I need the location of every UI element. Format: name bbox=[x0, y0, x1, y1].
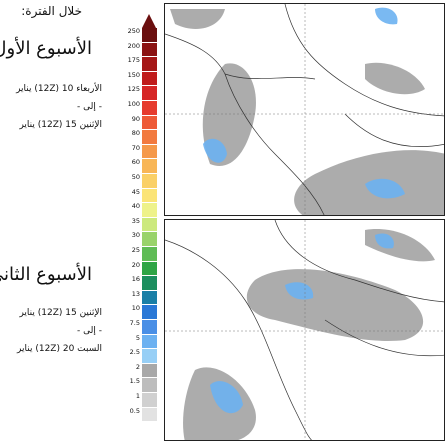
legend-tick-label: 125 bbox=[127, 85, 140, 94]
legend-tick-label: 25 bbox=[131, 246, 140, 254]
period-heading: خلال الفترة: bbox=[21, 4, 82, 18]
legend-tick-label: 80 bbox=[131, 129, 140, 138]
legend-color-bin bbox=[142, 115, 157, 130]
legend-tick-label: 60 bbox=[131, 158, 140, 167]
legend-tick-label: 16 bbox=[131, 275, 140, 284]
legend-color-bin bbox=[142, 217, 157, 232]
legend-tick-label: 50 bbox=[131, 173, 140, 181]
legend-tick-label: 30 bbox=[131, 231, 140, 240]
legend-color-bin bbox=[142, 276, 157, 290]
legend-color-bin bbox=[142, 71, 157, 86]
week-2-map bbox=[164, 219, 445, 441]
legend-tick-label: 35 bbox=[131, 216, 140, 225]
legend-tick-label: 200 bbox=[127, 41, 140, 50]
legend-tick-label: 90 bbox=[131, 114, 140, 123]
legend-color-bin bbox=[142, 334, 157, 349]
legend-top-arrow bbox=[142, 14, 156, 28]
legend-tick-label: 250 bbox=[127, 27, 140, 35]
legend-tick-label: 1.5 bbox=[129, 377, 140, 386]
legend-color-bin bbox=[142, 101, 157, 115]
legend-color-bin bbox=[142, 144, 157, 159]
legend-tick-label: 175 bbox=[127, 56, 140, 65]
week-2-to: السبت 20 (12Z) يناير bbox=[17, 344, 102, 354]
legend-tick-label: 70 bbox=[131, 143, 140, 152]
legend-color-bin bbox=[142, 261, 157, 276]
legend-color-bin bbox=[142, 407, 157, 422]
legend-color-bin bbox=[142, 305, 157, 319]
legend-tick-label: 1 bbox=[135, 392, 140, 400]
week-1-from: الأربعاء 10 (12Z) يناير bbox=[16, 84, 102, 94]
legend-tick-label: 13 bbox=[131, 289, 140, 298]
week-2-title: الأسبوع الثاني bbox=[0, 264, 92, 285]
legend-color-bin bbox=[142, 393, 157, 407]
legend-tick-label: 2 bbox=[135, 362, 140, 371]
legend-color-bin bbox=[142, 247, 157, 261]
legend-color-bin bbox=[142, 363, 157, 378]
legend-color-bin bbox=[142, 28, 157, 42]
legend-color-bin bbox=[142, 232, 157, 246]
legend-color-bin bbox=[142, 349, 157, 363]
week-2-separator: - إلى - bbox=[77, 326, 102, 336]
legend-color-bin bbox=[142, 378, 157, 392]
legend-tick-label: 0.5 bbox=[129, 406, 140, 415]
week-1-map-drawing bbox=[165, 4, 444, 215]
legend-tick-label: 5 bbox=[135, 333, 140, 342]
legend-tick-label: 10 bbox=[131, 304, 140, 313]
legend-color-bin bbox=[142, 203, 157, 217]
week-2-map-drawing bbox=[165, 220, 444, 440]
legend-tick-label: 7.5 bbox=[129, 319, 140, 327]
legend-tick-label: 40 bbox=[131, 202, 140, 211]
legend-color-bin bbox=[142, 42, 157, 57]
legend-color-bin bbox=[142, 57, 157, 71]
week-2-from: الإثنين 15 (12Z) يناير bbox=[19, 308, 102, 318]
period-text-column: خلال الفترة: الأسبوع الأول الأربعاء 10 (… bbox=[0, 0, 112, 445]
legend-color-bin bbox=[142, 159, 157, 173]
week-1-separator: - إلى - bbox=[77, 102, 102, 112]
week-1-map bbox=[164, 3, 445, 216]
legend-color-bin bbox=[142, 188, 157, 203]
precipitation-color-legend: 250 200 175 150 125 100 90 80 70 60 50 45 40 35 30 25 20… bbox=[120, 12, 162, 432]
legend-color-bin bbox=[142, 290, 157, 305]
legend-tick-label: 45 bbox=[131, 187, 140, 196]
legend-color-bin bbox=[142, 320, 157, 334]
legend-tick-label: 150 bbox=[127, 70, 140, 79]
legend-color-bin bbox=[142, 174, 157, 188]
legend-color-bin bbox=[142, 130, 157, 144]
legend-tick-label: 100 bbox=[127, 100, 140, 108]
legend-color-bin bbox=[142, 86, 157, 100]
week-1-title: الأسبوع الأول bbox=[0, 38, 92, 59]
legend-tick-label: 20 bbox=[131, 260, 140, 269]
week-1-to: الإثنين 15 (12Z) يناير bbox=[19, 120, 102, 130]
legend-tick-label: 2.5 bbox=[129, 348, 140, 357]
